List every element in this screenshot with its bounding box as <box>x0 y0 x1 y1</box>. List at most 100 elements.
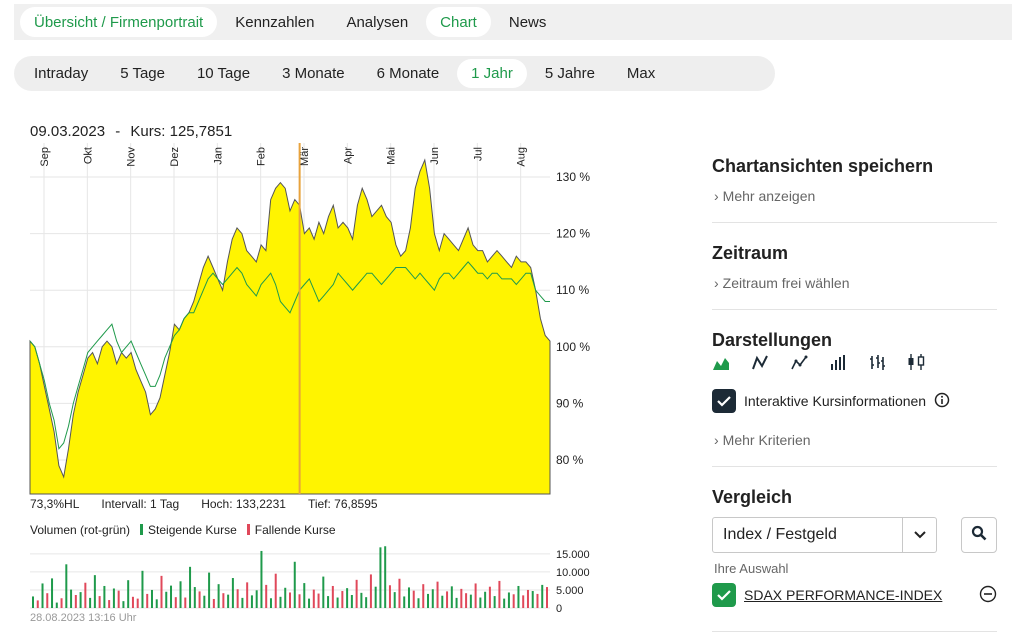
ohlc-chart-icon[interactable] <box>868 352 886 372</box>
search-icon <box>971 525 987 546</box>
tab-analysen[interactable]: Analysen <box>346 13 409 31</box>
volume-bar <box>122 601 125 608</box>
volume-bar <box>41 583 44 608</box>
chevron-right-icon: › <box>714 432 719 448</box>
volume-bar <box>507 592 510 608</box>
volume-bar <box>141 570 144 608</box>
data-timestamp: 28.08.2023 13:16 Uhr <box>30 612 137 624</box>
range-1-jahr[interactable]: 1 Jahr <box>457 59 527 88</box>
volume-bar <box>227 594 230 608</box>
volume-bar <box>341 591 344 608</box>
volume-bar <box>536 593 539 608</box>
volume-bar <box>208 572 211 608</box>
area-chart-icon[interactable] <box>712 352 730 372</box>
volume-bar <box>150 589 153 608</box>
bar-chart-icon[interactable] <box>829 352 847 372</box>
line-chart-icon[interactable] <box>751 352 769 372</box>
kurs-value: 125,7851 <box>169 123 233 140</box>
volume-bar <box>479 597 482 608</box>
volume-bar <box>98 596 101 608</box>
volume-bar <box>455 597 458 608</box>
volume-bar <box>460 588 463 608</box>
month-label: Jun <box>429 147 441 165</box>
legend-falling-label: Fallende Kurse <box>254 523 336 537</box>
tab-uebersicht[interactable]: Übersicht / Firmenportrait <box>20 7 218 37</box>
volume-bar <box>303 583 306 608</box>
mehr-kriterien-link[interactable]: › Mehr Kriterien <box>714 432 811 448</box>
stat-intervall: Intervall: 1 Tag <box>101 497 180 511</box>
time-range-selector: Intraday 5 Tage 10 Tage 3 Monate 6 Monat… <box>14 56 775 91</box>
y-tick-label: 110 % <box>556 283 589 297</box>
month-label: Aug <box>516 147 528 167</box>
price-chart[interactable]: Sep Okt Nov Dez Jan Feb Mär Apr Mai Jun Jul Aug 80 … <box>0 0 700 636</box>
ihre-auswahl-label: Ihre Auswahl <box>714 561 789 576</box>
readout-separator: - <box>115 123 121 140</box>
range-10-tage[interactable]: 10 Tage <box>196 65 251 82</box>
zeitraum-title: Zeitraum <box>712 243 789 263</box>
darstellungen-title: Darstellungen <box>712 330 833 350</box>
chevron-right-icon: › <box>714 188 719 204</box>
volume-bar <box>522 595 525 608</box>
volume-bar <box>203 595 206 608</box>
volume-bar <box>255 590 258 608</box>
month-label: Sep <box>39 147 51 167</box>
sdax-link[interactable]: SDAX PERFORMANCE-INDEX <box>744 587 943 603</box>
volume-bar <box>355 579 358 608</box>
search-button[interactable] <box>961 517 997 553</box>
volume-bar <box>108 600 111 608</box>
volume-bar <box>32 596 34 608</box>
range-6-monate[interactable]: 6 Monate <box>376 65 440 82</box>
volume-bar <box>198 591 201 608</box>
volume-bar <box>51 578 54 608</box>
month-label: Nov <box>126 147 138 167</box>
range-max[interactable]: Max <box>626 65 656 82</box>
volume-bars <box>32 546 548 608</box>
volume-bar <box>436 581 439 608</box>
divider <box>712 222 997 223</box>
top-tab-bar: Übersicht / Firmenportrait Kennzahlen An… <box>14 4 1012 40</box>
y-tick-label: 100 % <box>556 340 590 354</box>
volume-bar <box>346 588 349 608</box>
volume-bar <box>89 597 92 608</box>
interactive-info-row[interactable]: Interaktive Kursinformationen <box>712 389 950 413</box>
range-3-monate[interactable]: 3 Monate <box>282 65 345 82</box>
range-5-jahre[interactable]: 5 Jahre <box>544 65 595 82</box>
mehr-kriterien-label: Mehr Kriterien <box>722 432 811 448</box>
volume-bar <box>350 595 353 608</box>
volume-axis-labels: 15.000 10.000 5.000 0 <box>556 549 590 615</box>
vergleich-select[interactable]: Index / Festgeld <box>712 517 937 553</box>
volume-bar <box>365 597 368 608</box>
range-5-tage[interactable]: 5 Tage <box>120 65 165 82</box>
volume-bar <box>279 596 282 608</box>
tab-kennzahlen[interactable]: Kennzahlen <box>235 13 315 31</box>
volume-tick-label: 5.000 <box>556 585 584 597</box>
volume-bar <box>103 585 106 608</box>
volume-bar <box>498 580 501 608</box>
range-intraday[interactable]: Intraday <box>34 65 89 82</box>
remove-circle-icon[interactable] <box>979 585 997 606</box>
volume-bar <box>388 585 391 608</box>
sdax-checkbox[interactable] <box>712 583 736 607</box>
volume-tick-label: 10.000 <box>556 567 590 579</box>
zeitraum-frei-link[interactable]: › Zeitraum frei wählen <box>714 275 850 291</box>
volume-bar <box>503 598 506 608</box>
tab-chart[interactable]: Chart <box>426 7 491 37</box>
volume-bar <box>398 578 401 608</box>
info-icon[interactable] <box>934 392 950 411</box>
interactive-info-label: Interaktive Kursinformationen <box>744 393 927 409</box>
interactive-info-checkbox[interactable] <box>712 389 736 413</box>
month-label: Mai <box>386 147 398 165</box>
month-label: Jul <box>472 147 484 161</box>
volume-bar <box>170 585 173 608</box>
save-views-title: Chartansichten speichern <box>712 156 934 176</box>
volume-bar <box>260 550 263 608</box>
volume-bar <box>541 584 544 608</box>
divider <box>712 631 997 632</box>
chevron-down-icon[interactable] <box>902 518 936 552</box>
tab-news[interactable]: News <box>508 13 547 31</box>
mehr-anzeigen-link[interactable]: › Mehr anzeigen <box>714 188 815 204</box>
chart-type-picker <box>712 352 925 372</box>
line-markers-icon[interactable] <box>790 352 808 372</box>
volume-bar <box>265 584 268 608</box>
candlestick-chart-icon[interactable] <box>907 352 925 372</box>
